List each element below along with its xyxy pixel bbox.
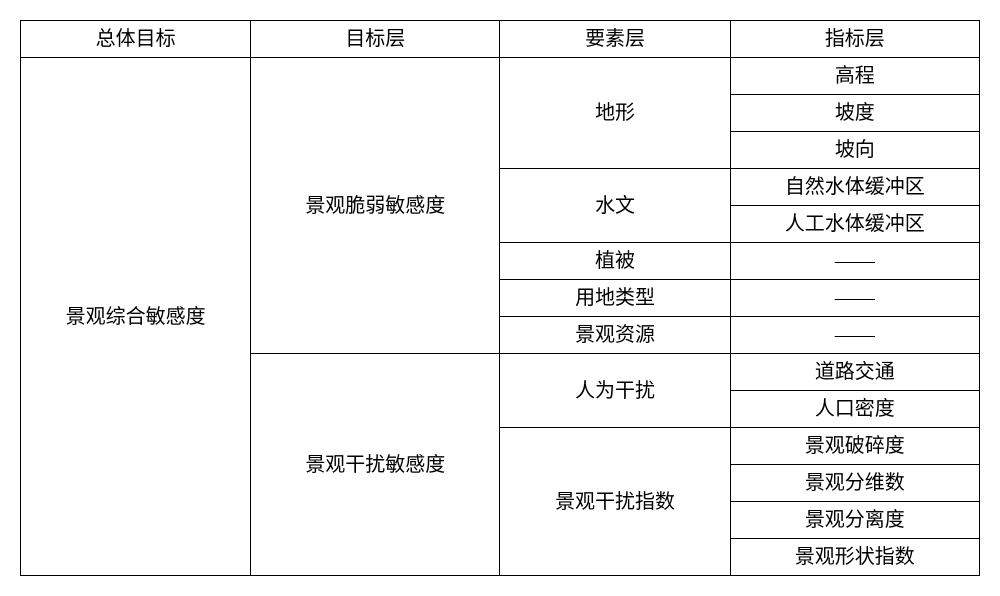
element-layer-cell-index: 景观干扰指数 <box>500 428 730 576</box>
header-cell-target-layer: 目标层 <box>251 21 500 58</box>
hierarchy-table: 总体目标 目标层 要素层 指标层 景观综合敏感度 景观脆弱敏感度 地形 高程 坡… <box>20 20 980 576</box>
table-header-row: 总体目标 目标层 要素层 指标层 <box>21 21 980 58</box>
indicator-cell: 景观分离度 <box>730 502 979 539</box>
indicator-cell: —— <box>730 243 979 280</box>
hierarchy-table-container: 总体目标 目标层 要素层 指标层 景观综合敏感度 景观脆弱敏感度 地形 高程 坡… <box>20 20 980 576</box>
indicator-cell: —— <box>730 280 979 317</box>
header-cell-indicator-layer: 指标层 <box>730 21 979 58</box>
overall-goal-cell: 景观综合敏感度 <box>21 58 251 576</box>
header-cell-overall-goal: 总体目标 <box>21 21 251 58</box>
table-row: 景观综合敏感度 景观脆弱敏感度 地形 高程 <box>21 58 980 95</box>
indicator-cell: 坡度 <box>730 95 979 132</box>
indicator-cell: 道路交通 <box>730 354 979 391</box>
indicator-cell: 人口密度 <box>730 391 979 428</box>
indicator-cell: 景观破碎度 <box>730 428 979 465</box>
indicator-cell: 高程 <box>730 58 979 95</box>
indicator-cell: 景观形状指数 <box>730 539 979 576</box>
header-cell-element-layer: 要素层 <box>500 21 730 58</box>
indicator-cell: 人工水体缓冲区 <box>730 206 979 243</box>
element-layer-cell-terrain: 地形 <box>500 58 730 169</box>
element-layer-cell-hydrology: 水文 <box>500 169 730 243</box>
target-layer-cell-2: 景观干扰敏感度 <box>251 354 500 576</box>
element-layer-cell-vegetation: 植被 <box>500 243 730 280</box>
target-layer-cell-1: 景观脆弱敏感度 <box>251 58 500 354</box>
indicator-cell: —— <box>730 317 979 354</box>
indicator-cell: 景观分维数 <box>730 465 979 502</box>
indicator-cell: 坡向 <box>730 132 979 169</box>
element-layer-cell-resource: 景观资源 <box>500 317 730 354</box>
indicator-cell: 自然水体缓冲区 <box>730 169 979 206</box>
element-layer-cell-human: 人为干扰 <box>500 354 730 428</box>
element-layer-cell-landuse: 用地类型 <box>500 280 730 317</box>
